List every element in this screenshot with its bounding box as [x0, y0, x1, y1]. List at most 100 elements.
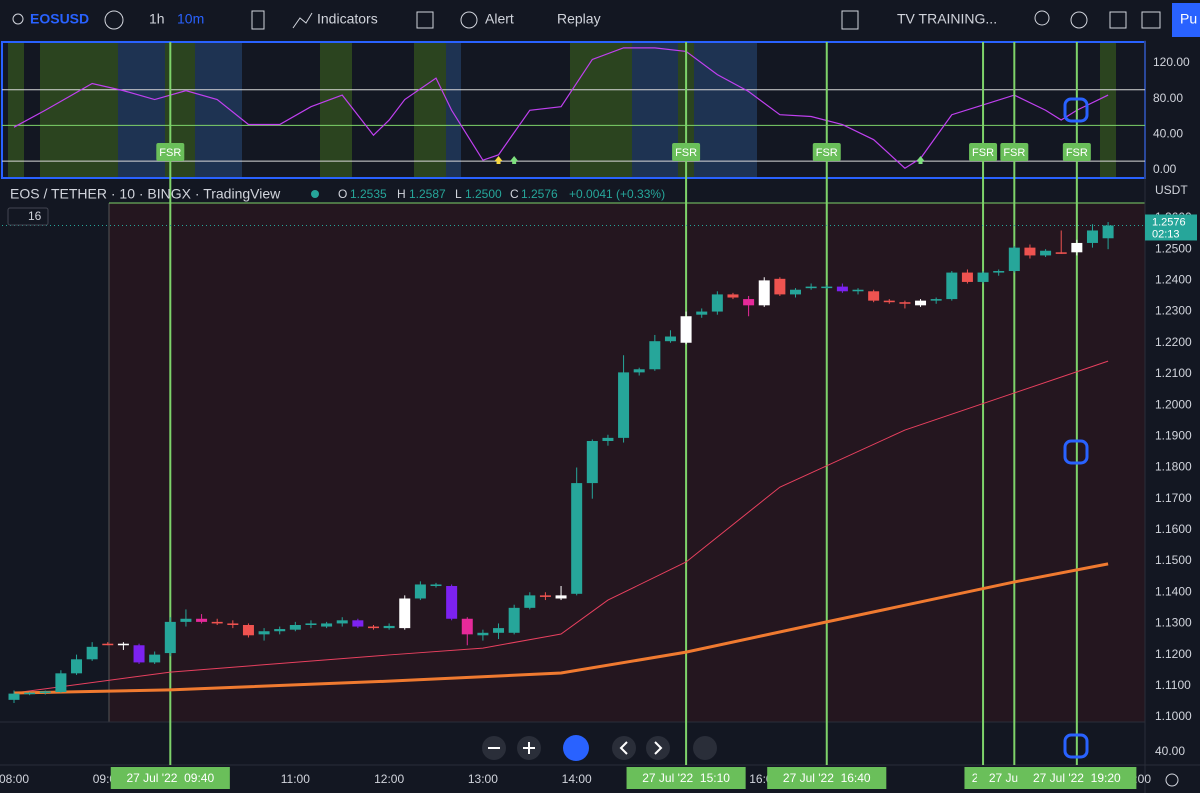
- candle-body: [586, 440, 598, 484]
- candle-body: [821, 286, 833, 289]
- fsr-label: FSR: [972, 147, 994, 159]
- candle-body: [993, 271, 1005, 273]
- symbol-icon: [12, 13, 24, 25]
- settings[interactable]: [1070, 11, 1088, 29]
- search[interactable]: [1034, 10, 1050, 26]
- reset-chart[interactable]: [693, 736, 717, 760]
- candle-body: [1008, 247, 1020, 272]
- price-tick-label: 1.1200: [1155, 647, 1192, 661]
- fsr-box: [672, 143, 701, 161]
- candle-body: [758, 280, 770, 306]
- signal-arrow: [510, 156, 519, 164]
- panel-toggle[interactable]: [841, 10, 859, 30]
- candle-body: [39, 691, 51, 693]
- price-tick-label: 1.1500: [1155, 553, 1192, 567]
- drawing-handle[interactable]: [1063, 733, 1089, 759]
- fsr-box: [969, 143, 998, 161]
- add-symbol[interactable]: [104, 10, 124, 30]
- candle-body: [571, 483, 583, 594]
- price-tick-label: 1.2500: [1155, 241, 1192, 255]
- candle-body: [399, 598, 411, 629]
- indicator-count[interactable]: [7, 207, 49, 226]
- screenshot[interactable]: [1141, 11, 1161, 29]
- candle-body: [461, 618, 473, 635]
- scroll-right[interactable]: [646, 736, 670, 760]
- candle-body: [664, 336, 676, 342]
- fsr-label: FSR: [816, 147, 838, 159]
- legend-title: EOS / TETHER · 10 · BINGX · TradingView: [10, 186, 281, 202]
- legend-value: 1.2576: [521, 187, 558, 201]
- price-tick-label: 1.2300: [1155, 304, 1192, 318]
- time-tick-label: 14:00: [562, 772, 592, 786]
- interval[interactable]: 1h: [149, 11, 165, 27]
- legend-value: 1.2500: [465, 187, 502, 201]
- candle-body: [883, 300, 895, 303]
- candle-body: [633, 369, 645, 373]
- candle-body: [696, 311, 708, 315]
- candle-body: [336, 620, 348, 624]
- interval[interactable]: 10m: [177, 11, 204, 27]
- candle-body: [430, 584, 442, 587]
- candle-body: [1071, 242, 1083, 253]
- candle-body: [383, 625, 395, 629]
- reset-scale[interactable]: [563, 735, 589, 761]
- scroll-left[interactable]: [612, 736, 636, 760]
- band: [40, 43, 118, 177]
- publish-text[interactable]: Pu: [1180, 11, 1197, 27]
- legend-label: C: [510, 187, 519, 201]
- candle-body: [149, 654, 161, 663]
- candle-body: [836, 286, 848, 292]
- candle-body: [55, 673, 67, 693]
- candle-body: [133, 645, 145, 663]
- candle-body: [227, 623, 239, 625]
- price-tick-label: 1.2200: [1155, 335, 1192, 349]
- osc-tick-label: 120.00: [1153, 55, 1190, 69]
- price-tick-label: 1.1000: [1155, 709, 1192, 723]
- candle-body: [164, 621, 176, 654]
- time-label: 27 Jul '22 19:20: [1033, 771, 1121, 785]
- price-tick-label: 1.1800: [1155, 460, 1192, 474]
- candle-body: [367, 626, 379, 629]
- band: [694, 43, 757, 177]
- time-label: 27 Jul '22 15:10: [642, 771, 730, 785]
- chart-type[interactable]: [251, 10, 265, 30]
- symbol[interactable]: EOSUSD: [30, 11, 89, 27]
- osc-tick-label: 80.00: [1153, 91, 1183, 105]
- alert-button[interactable]: Alert: [485, 11, 514, 27]
- legend-label: O: [338, 187, 347, 201]
- candle-body: [539, 595, 551, 597]
- fullscreen[interactable]: [1109, 11, 1127, 29]
- time-tick-label: 13:00: [468, 772, 498, 786]
- time-label: 27 Jul '22 09:40: [126, 771, 214, 785]
- alert-icon: [460, 11, 478, 29]
- candle-body: [774, 278, 786, 295]
- band: [414, 43, 446, 177]
- candle-body: [743, 299, 755, 306]
- axis-settings[interactable]: [1165, 773, 1179, 787]
- candle-body: [930, 299, 942, 301]
- indicator-count-text[interactable]: 16: [28, 209, 42, 223]
- replay-button[interactable]: Replay: [557, 11, 601, 27]
- price-tick-label: 1.2400: [1155, 273, 1192, 287]
- price-tick-label: 1.1700: [1155, 491, 1192, 505]
- fsr-label: FSR: [1066, 147, 1088, 159]
- band: [320, 43, 352, 177]
- price-tick-label: 1.1600: [1155, 522, 1192, 536]
- publish-button[interactable]: [1172, 3, 1200, 37]
- band: [446, 43, 461, 177]
- candle-body: [414, 584, 426, 599]
- candle-body: [352, 620, 364, 627]
- time-label-box: [110, 767, 230, 789]
- candle-body: [868, 291, 880, 301]
- currency[interactable]: USDT: [1155, 183, 1188, 197]
- fsr-box: [1062, 143, 1091, 161]
- indicators-button[interactable]: Indicators: [317, 11, 378, 27]
- drawing-handle[interactable]: [1063, 439, 1089, 465]
- candle-body: [508, 607, 520, 633]
- legend-change: +0.0041 (+0.33%): [569, 187, 665, 201]
- drawing-handle[interactable]: [1063, 97, 1089, 123]
- layout-name[interactable]: TV TRAINING...: [897, 11, 997, 27]
- templates[interactable]: [416, 11, 434, 29]
- candle-body: [24, 692, 36, 695]
